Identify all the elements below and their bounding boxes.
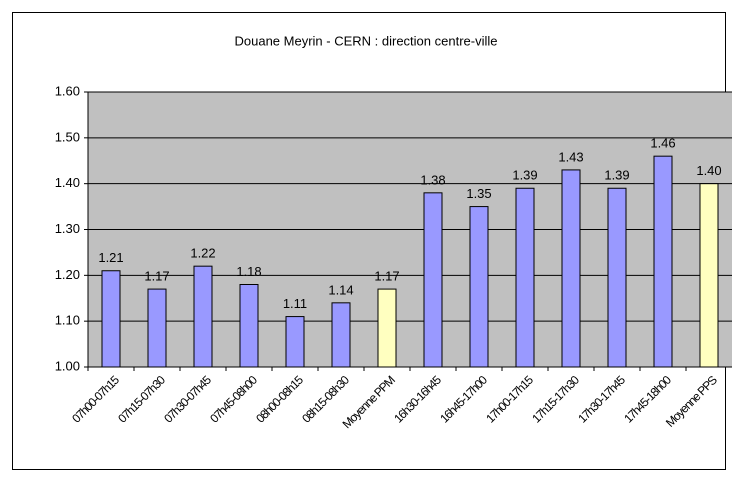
bar [239, 284, 259, 368]
bar [285, 316, 305, 368]
chart-title: Douane Meyrin - CERN : direction centre-… [235, 33, 498, 48]
bar [423, 192, 443, 368]
data-label: 1.11 [283, 296, 307, 311]
bar [147, 288, 167, 368]
data-label: 1.21 [98, 250, 123, 265]
bar [607, 187, 627, 368]
data-label: 1.38 [420, 172, 445, 187]
data-label: 1.43 [558, 149, 583, 164]
data-label: 1.35 [466, 186, 491, 201]
bar [561, 169, 581, 368]
y-tick-label: 1.40 [55, 175, 80, 190]
data-label: 1.46 [650, 136, 675, 151]
bar [101, 270, 121, 368]
data-label: 1.17 [374, 269, 399, 284]
bar [193, 265, 213, 368]
y-tick-label: 1.20 [55, 267, 80, 282]
data-label: 1.18 [236, 264, 261, 279]
y-tick-label: 1.30 [55, 221, 80, 236]
data-label: 1.39 [512, 168, 537, 183]
y-tick-label: 1.10 [55, 313, 80, 328]
bar [699, 183, 719, 368]
data-label: 1.17 [144, 269, 169, 284]
y-tick-label: 1.00 [55, 358, 80, 373]
data-label: 1.14 [328, 282, 353, 297]
bar [469, 206, 489, 368]
data-label: 1.39 [604, 168, 629, 183]
bar [331, 302, 351, 368]
bar [515, 187, 535, 368]
bar [377, 288, 397, 368]
y-tick-label: 1.50 [55, 129, 80, 144]
y-tick-label: 1.60 [55, 83, 80, 98]
data-label: 1.22 [190, 246, 215, 261]
bar [653, 155, 673, 368]
data-label: 1.40 [696, 163, 721, 178]
